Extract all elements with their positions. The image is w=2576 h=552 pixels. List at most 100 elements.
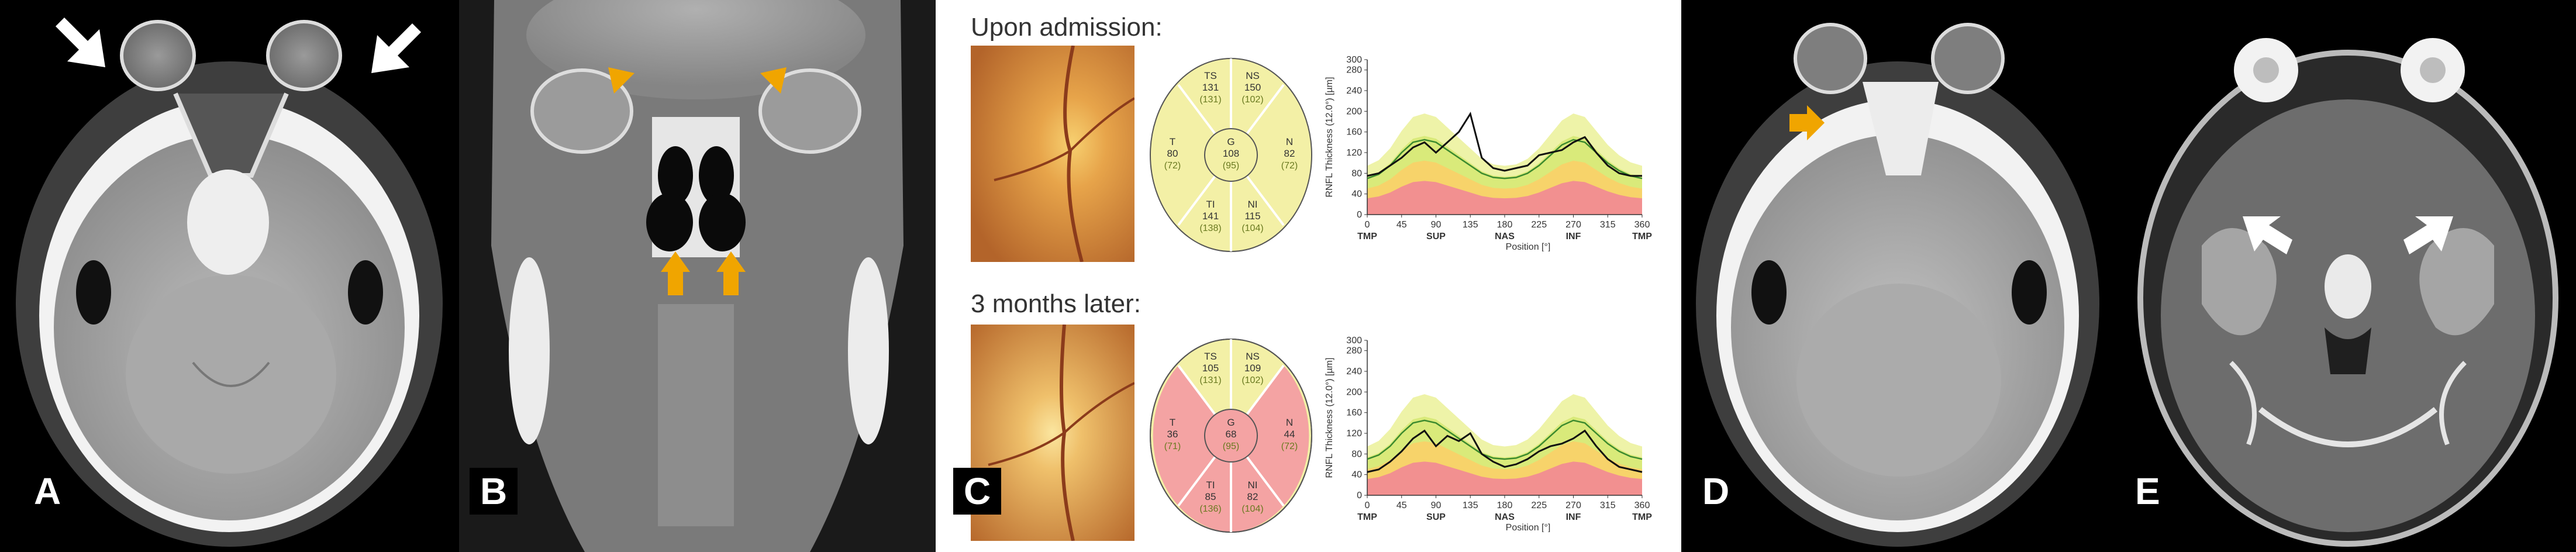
sector-g-value: 68 bbox=[1226, 429, 1237, 440]
measured-series-line bbox=[1367, 112, 1642, 177]
sector-n-code: N bbox=[1286, 136, 1293, 147]
region-label: TMP bbox=[1357, 512, 1377, 522]
y-axis-label: RNFL Thickness (12.0°) [µm] bbox=[1325, 77, 1334, 198]
region-label: TMP bbox=[1632, 232, 1652, 242]
y-tick-label: 80 bbox=[1351, 168, 1362, 178]
y-tick-label: 160 bbox=[1346, 408, 1362, 418]
region-label: TMP bbox=[1632, 512, 1652, 522]
fundus-photo-admission bbox=[971, 46, 1134, 262]
orange-up-arrow-icon bbox=[661, 251, 746, 295]
x-tick-label: 270 bbox=[1565, 501, 1581, 510]
sector-n-ref: (72) bbox=[1281, 441, 1298, 451]
sector-diagram-later: TS 105 (131) NS 109 (102) T 36 (71) G 68… bbox=[1150, 339, 1312, 533]
region-label: NAS bbox=[1495, 232, 1515, 242]
region-label: TMP bbox=[1357, 232, 1377, 242]
sector-n-value: 44 bbox=[1284, 429, 1295, 440]
sector-ts-value: 105 bbox=[1202, 363, 1219, 374]
sector-t-ref: (72) bbox=[1164, 161, 1181, 171]
sector-ns-ref: (102) bbox=[1242, 95, 1263, 105]
sector-ts-code: TS bbox=[1204, 70, 1217, 81]
y-tick-label: 120 bbox=[1346, 429, 1362, 439]
normal-series-line bbox=[1367, 419, 1643, 460]
sector-n-ref: (72) bbox=[1281, 161, 1298, 171]
x-tick-label: 135 bbox=[1463, 501, 1478, 510]
sector-t-ref: (71) bbox=[1164, 441, 1181, 451]
panel-b-coronal-ct: B bbox=[459, 0, 936, 552]
y-tick-label: 300 bbox=[1346, 55, 1362, 65]
x-tick-label: 90 bbox=[1431, 220, 1442, 230]
orange-right-arrow-icon bbox=[1789, 105, 1825, 140]
sector-ns-code: NS bbox=[1246, 70, 1260, 81]
sector-ts-value: 131 bbox=[1202, 82, 1219, 93]
y-tick-label: 200 bbox=[1346, 106, 1362, 116]
sector-g-ref: (95) bbox=[1223, 441, 1239, 451]
region-label: INF bbox=[1566, 232, 1581, 242]
sector-t-code: T bbox=[1170, 136, 1175, 147]
y-tick-label: 160 bbox=[1346, 127, 1362, 137]
sector-ni-code: NI bbox=[1248, 479, 1258, 491]
panel-label-b: B bbox=[470, 468, 518, 515]
panel-label-d: D bbox=[1692, 468, 1740, 515]
sector-ni-value: 82 bbox=[1247, 491, 1258, 502]
sector-n-value: 82 bbox=[1284, 148, 1295, 159]
y-tick-label: 200 bbox=[1346, 387, 1362, 397]
panel-label-c: C bbox=[953, 468, 1002, 515]
axial-ct-followup-image bbox=[1696, 23, 2099, 547]
region-label: SUP bbox=[1426, 512, 1446, 522]
sector-ts-ref: (131) bbox=[1199, 95, 1221, 105]
measured-series-line bbox=[1367, 429, 1643, 473]
sector-ti-value: 141 bbox=[1202, 211, 1219, 222]
axial-ct-image bbox=[16, 20, 443, 547]
sector-ns-value: 109 bbox=[1244, 363, 1261, 374]
sector-g-code: G bbox=[1227, 417, 1234, 428]
sector-t-value: 80 bbox=[1167, 148, 1178, 159]
x-tick-label: 225 bbox=[1531, 220, 1547, 230]
sector-t-code: T bbox=[1170, 417, 1175, 428]
sector-t-value: 36 bbox=[1167, 429, 1178, 440]
x-tick-label: 360 bbox=[1634, 501, 1650, 510]
x-axis-label: Position [°] bbox=[1506, 242, 1551, 251]
region-label: SUP bbox=[1426, 232, 1446, 242]
sector-ti-code: TI bbox=[1206, 199, 1215, 210]
sector-ns-code: NS bbox=[1246, 351, 1260, 362]
panel-a-axial-ct: A bbox=[0, 0, 459, 552]
x-tick-label: 45 bbox=[1396, 501, 1407, 510]
region-label: INF bbox=[1566, 512, 1581, 522]
x-tick-label: 315 bbox=[1600, 501, 1616, 510]
sector-ns-value: 150 bbox=[1244, 82, 1261, 93]
region-label: NAS bbox=[1495, 512, 1515, 522]
sector-ti-ref: (136) bbox=[1199, 504, 1221, 514]
abnormal-band bbox=[1367, 461, 1642, 495]
y-tick-label: 80 bbox=[1351, 449, 1362, 459]
y-tick-label: 300 bbox=[1346, 336, 1362, 346]
panel-e-axial-mri: E bbox=[2114, 0, 2576, 552]
panel-c-oct: Upon admission: 3 months later: bbox=[936, 0, 1681, 552]
x-tick-label: 45 bbox=[1396, 220, 1407, 230]
panel-label-a: A bbox=[23, 468, 72, 515]
y-tick-label: 0 bbox=[1357, 491, 1362, 501]
sector-ni-code: NI bbox=[1248, 199, 1258, 210]
sector-ni-ref: (104) bbox=[1242, 223, 1263, 233]
y-tick-label: 280 bbox=[1346, 346, 1362, 356]
y-tick-label: 240 bbox=[1346, 367, 1362, 377]
sector-ni-value: 115 bbox=[1244, 211, 1260, 222]
x-tick-label: 270 bbox=[1565, 220, 1581, 230]
x-tick-label: 360 bbox=[1634, 220, 1650, 230]
y-axis-label: RNFL Thickness (12.0°) [µm] bbox=[1325, 358, 1334, 478]
sector-ti-value: 85 bbox=[1205, 491, 1216, 502]
sector-diagram-admission: TS 131 (131) NS 150 (102) T 80 (72) G 10… bbox=[1150, 58, 1312, 252]
y-tick-label: 240 bbox=[1346, 86, 1362, 96]
y-tick-label: 40 bbox=[1351, 189, 1362, 199]
x-tick-label: 315 bbox=[1600, 220, 1616, 230]
sector-ni-ref: (104) bbox=[1242, 504, 1263, 514]
panel-d-axial-ct-followup: D bbox=[1681, 0, 2114, 552]
panel-label-e: E bbox=[2125, 468, 2171, 515]
x-tick-label: 180 bbox=[1497, 220, 1513, 230]
orange-arrowhead-icon bbox=[608, 67, 787, 94]
sector-ns-ref: (102) bbox=[1242, 375, 1263, 385]
white-arrow-icon bbox=[2243, 216, 2453, 254]
x-tick-label: 180 bbox=[1497, 501, 1513, 510]
sector-g-ref: (95) bbox=[1223, 161, 1239, 171]
y-tick-label: 40 bbox=[1351, 470, 1362, 480]
